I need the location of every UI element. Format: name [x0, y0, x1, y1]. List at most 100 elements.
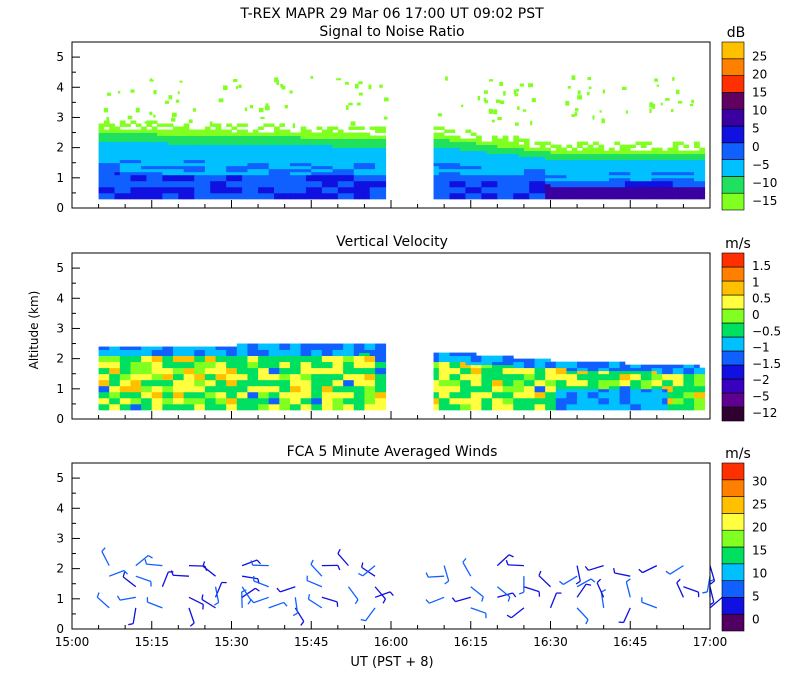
velocity-colorbar-unit: m/s — [725, 236, 751, 252]
snr-cell — [694, 153, 700, 158]
velocity-cell — [311, 400, 317, 405]
snr-cell — [274, 180, 280, 185]
snr-cell — [109, 126, 115, 130]
snr-cell — [215, 156, 222, 161]
velocity-cell — [109, 403, 115, 408]
velocity-cell — [274, 382, 280, 387]
snr-cell — [204, 168, 211, 173]
snr-cell — [571, 195, 578, 200]
wind-barb — [470, 607, 487, 614]
velocity-cell — [449, 379, 456, 384]
velocity-cell — [316, 352, 323, 357]
velocity-cell — [114, 358, 121, 363]
velocity-cell — [534, 403, 541, 408]
velocity-cell — [204, 391, 211, 396]
velocity-cell — [268, 403, 275, 408]
velocity-cell — [146, 382, 153, 387]
velocity-cell — [375, 382, 381, 387]
velocity-cell — [529, 367, 535, 372]
snr-cell — [146, 141, 153, 146]
snr-cell — [465, 162, 472, 167]
wind-barb-flag — [249, 598, 255, 604]
snr-cell — [183, 147, 190, 152]
snr-cell — [226, 147, 232, 152]
snr-cell — [183, 189, 190, 194]
snr-cell — [279, 144, 286, 149]
snr-cell — [528, 83, 534, 88]
snr-cell — [188, 132, 195, 136]
velocity-cell — [183, 394, 190, 399]
snr-cell — [188, 183, 195, 188]
velocity-cell — [130, 361, 137, 366]
snr-cell — [651, 162, 658, 167]
velocity-cell — [577, 394, 583, 399]
velocity-cell — [348, 376, 355, 381]
velocity-cell — [603, 388, 610, 393]
snr-cell — [534, 177, 541, 182]
velocity-cell — [300, 382, 307, 387]
snr-cell — [135, 147, 142, 152]
velocity-cell — [247, 397, 254, 402]
snr-cell — [103, 192, 110, 197]
velocity-cell — [247, 364, 254, 369]
snr-cell — [194, 177, 200, 182]
velocity-cell — [98, 361, 105, 366]
snr-cell — [539, 159, 546, 164]
snr-cell — [348, 135, 355, 139]
wind-barb — [101, 551, 110, 566]
snr-cell — [492, 150, 498, 155]
velocity-cell — [582, 370, 589, 375]
velocity-cell — [598, 361, 605, 366]
snr-cell — [252, 153, 259, 158]
snr-cell — [460, 159, 466, 164]
snr-cell — [226, 177, 232, 182]
velocity-cell — [359, 343, 365, 347]
velocity-cell — [364, 358, 371, 363]
velocity-cell — [135, 379, 142, 384]
velocity-cell — [343, 367, 349, 372]
snr-cell — [274, 159, 280, 164]
velocity-cell — [183, 385, 190, 390]
snr-cell — [502, 180, 509, 185]
snr-cell — [321, 177, 328, 182]
velocity-cell — [465, 403, 472, 408]
panel-title-snr: Signal to Noise Ratio — [319, 24, 464, 40]
snr-cell — [619, 168, 626, 173]
velocity-cell — [529, 373, 535, 378]
snr-cell — [300, 156, 307, 161]
snr-cell — [545, 174, 551, 179]
velocity-cell — [210, 406, 216, 411]
velocity-cell — [252, 379, 259, 384]
velocity-cell — [295, 355, 302, 360]
velocity-cell — [502, 379, 509, 384]
snr-cell — [231, 138, 238, 142]
snr-cell — [125, 132, 131, 136]
snr-cell — [438, 141, 445, 146]
snr-cell — [199, 195, 206, 200]
wind-barb-flag — [451, 597, 456, 603]
velocity-cell — [476, 364, 482, 369]
snr-cell — [268, 195, 275, 200]
snr-cell — [247, 171, 254, 176]
snr-cell — [672, 189, 679, 194]
snr-cell — [178, 156, 185, 161]
colorbar-label: 20 — [752, 520, 767, 534]
snr-cell — [215, 132, 222, 136]
velocity-cell — [614, 373, 621, 378]
velocity-cell — [561, 391, 567, 396]
snr-cell — [375, 153, 381, 158]
velocity-cell — [141, 373, 147, 378]
snr-cell — [305, 189, 312, 194]
snr-cell — [157, 183, 163, 188]
snr-cell — [289, 159, 296, 164]
snr-cell — [263, 171, 270, 176]
snr-cell — [598, 159, 605, 164]
snr-cell — [531, 98, 536, 103]
velocity-cell — [141, 382, 147, 387]
velocity-cell — [348, 355, 355, 360]
velocity-cell — [157, 388, 163, 393]
velocity-cell — [470, 385, 477, 390]
velocity-cell — [289, 391, 296, 396]
x-tick-label: 15:00 — [55, 635, 90, 649]
snr-cell — [151, 147, 158, 152]
